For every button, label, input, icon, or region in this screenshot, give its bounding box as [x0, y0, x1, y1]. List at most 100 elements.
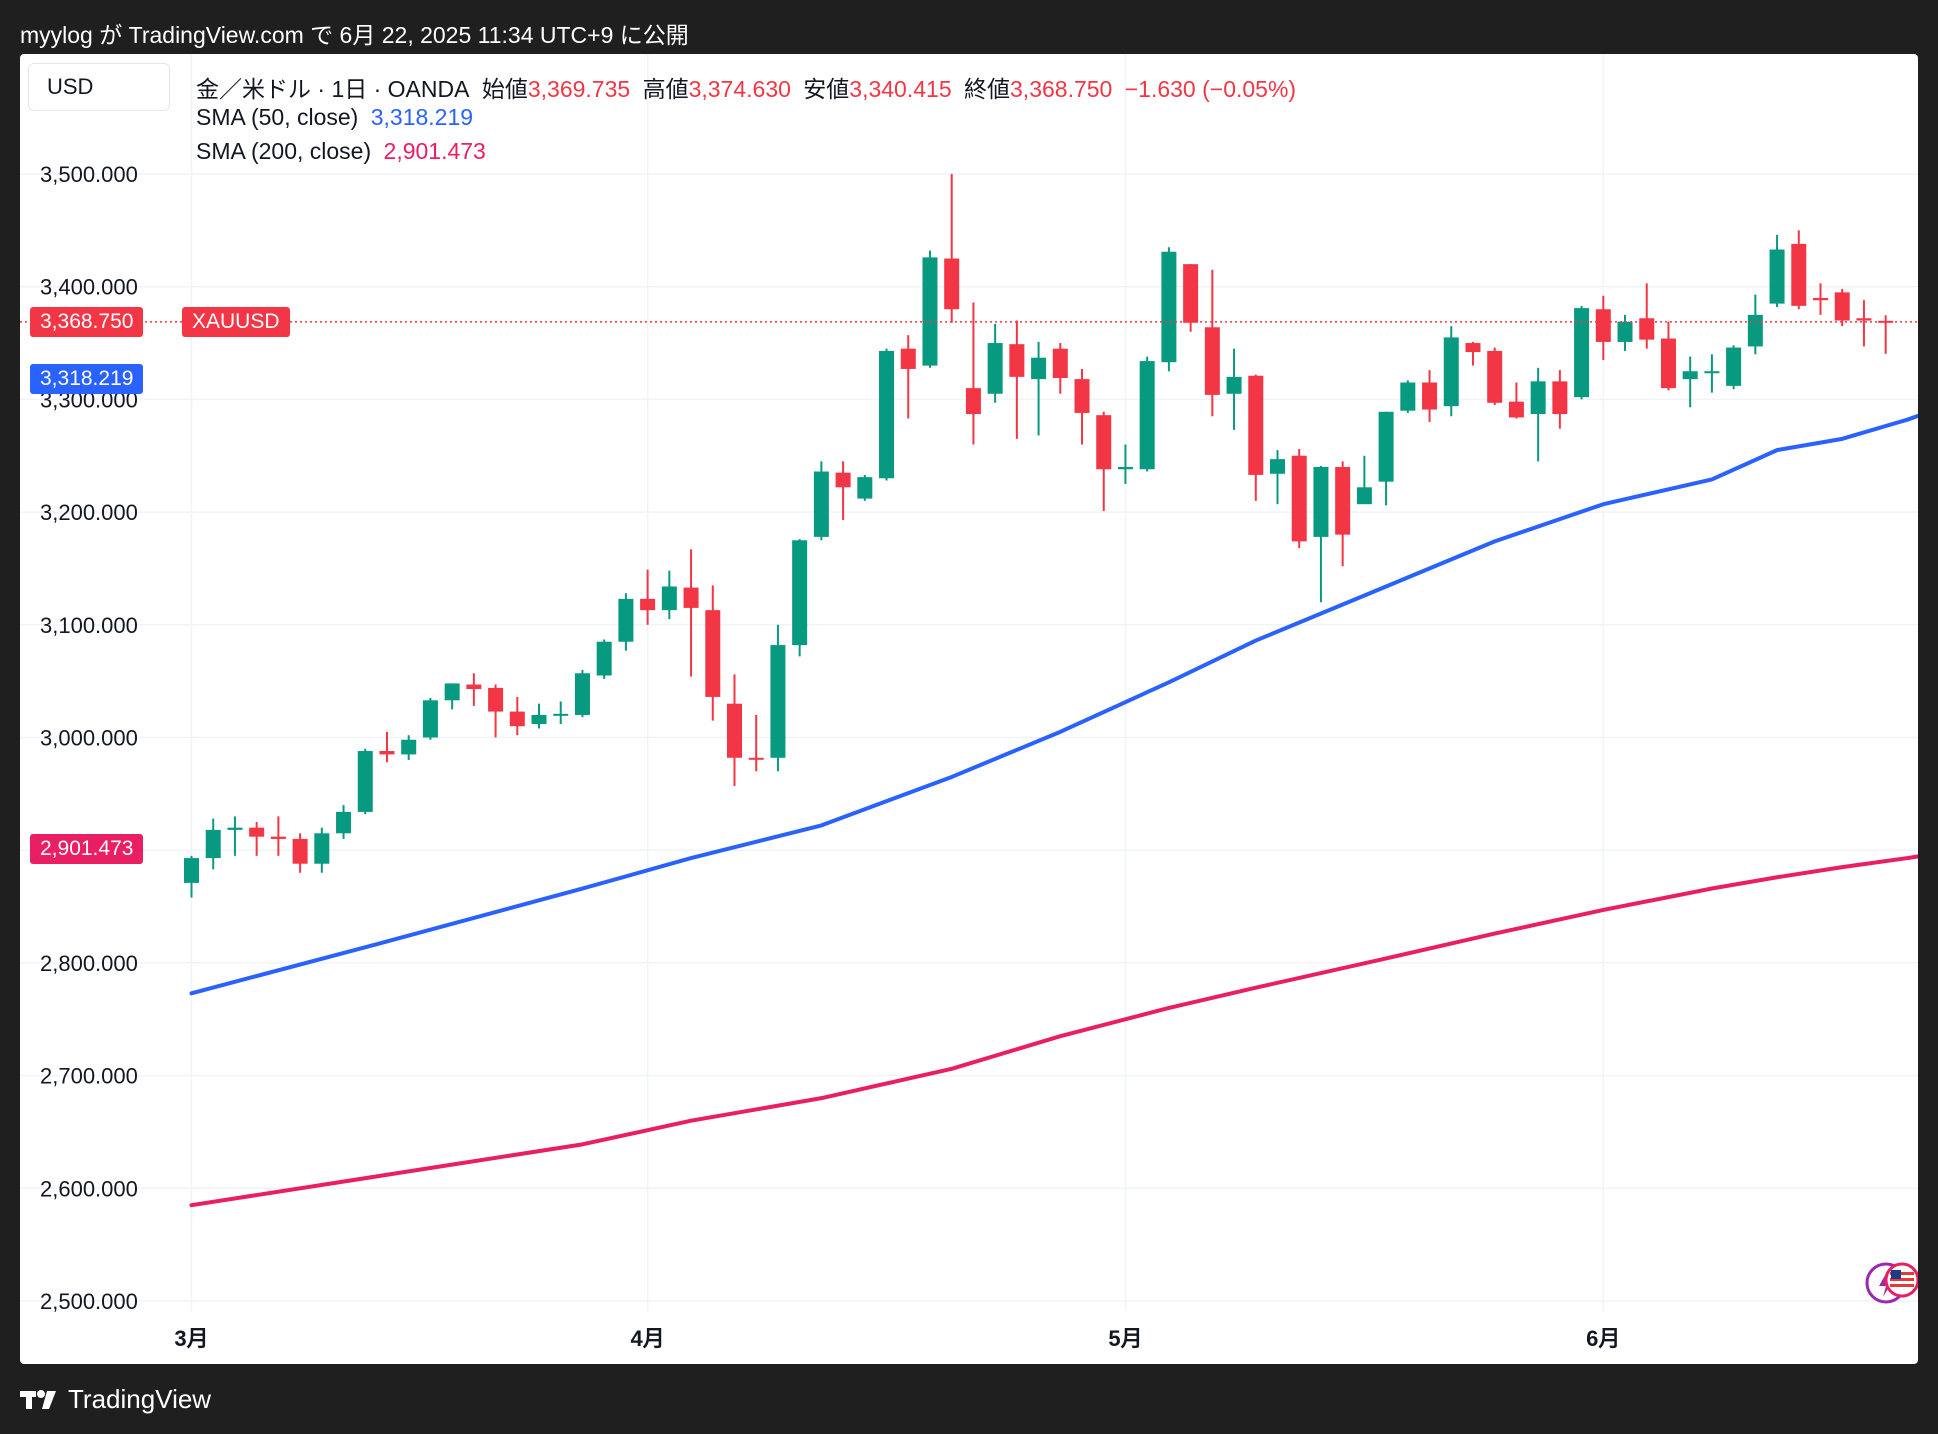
chart-frame[interactable]: 2,500.000 2,600.000 2,700.000 2,800.000 3,00…	[20, 54, 1918, 1364]
legend-sma200[interactable]: SMA (200, close) 2,901.473	[196, 138, 492, 165]
candle-body	[1096, 415, 1112, 470]
candle	[1378, 411, 1394, 506]
candle-body	[444, 683, 460, 701]
candle	[770, 624, 786, 772]
candle-body	[900, 348, 916, 369]
candle-body	[792, 540, 808, 646]
legend-ohlc: 金／米ドル · 1日 · OANDA 始値3,369.735 高値3,374.6…	[196, 70, 1302, 104]
candle	[292, 833, 308, 873]
candle	[835, 461, 851, 520]
candle	[596, 639, 612, 679]
x-tick-label: 5月	[1108, 1326, 1142, 1351]
candle-body	[683, 587, 699, 608]
candle	[1096, 411, 1112, 511]
candle	[249, 822, 265, 856]
candle	[618, 593, 634, 651]
close-value: 3,368.750	[1010, 76, 1113, 102]
candle-body	[1248, 375, 1264, 475]
candle	[205, 818, 221, 870]
close-label: 終値	[964, 76, 1011, 102]
candle-body	[987, 343, 1003, 394]
candle	[1183, 264, 1199, 332]
candle-body	[1508, 401, 1524, 418]
sma200-tag-value: 2,901.473	[40, 836, 134, 860]
candle-body	[1422, 382, 1438, 410]
candle	[1031, 341, 1047, 436]
brand-name: TradingView	[68, 1384, 212, 1414]
candle-body	[1747, 314, 1763, 347]
candle	[987, 323, 1003, 403]
high-label: 高値	[642, 76, 689, 102]
candle-body	[1856, 318, 1872, 321]
candle-body	[1356, 487, 1372, 505]
currency-selector[interactable]: USD	[28, 63, 170, 111]
sma200-line	[189, 854, 1918, 1208]
candle-body	[879, 350, 895, 479]
candle-body	[640, 598, 656, 611]
last-price-value: 3,368.750	[40, 309, 134, 333]
low-label: 安値	[803, 76, 850, 102]
candle	[1769, 234, 1785, 307]
candle	[466, 673, 482, 706]
candle-body	[1639, 318, 1655, 340]
candle-body	[1617, 321, 1633, 342]
candle-body	[1270, 459, 1285, 474]
x-tick-label: 4月	[630, 1326, 664, 1351]
candle	[336, 805, 352, 839]
symbol-tag: XAUUSD	[182, 306, 290, 337]
candle-body	[270, 836, 286, 839]
candle	[1204, 269, 1220, 417]
legend-sma50[interactable]: SMA (50, close) 3,318.219	[196, 104, 479, 131]
candle	[1335, 461, 1351, 567]
sma200-label: SMA (200, close)	[196, 138, 372, 164]
candle-body	[509, 711, 525, 727]
candle	[1704, 354, 1720, 393]
candle-body	[422, 700, 438, 738]
candle	[727, 674, 742, 786]
candle	[1009, 320, 1025, 439]
candle-body	[770, 645, 786, 758]
chart-canvas[interactable]: 2,500.000 2,600.000 2,700.000 2,800.000 3,00…	[20, 54, 1918, 1364]
candle	[444, 683, 460, 710]
candle	[1161, 247, 1177, 372]
candle-body	[705, 610, 721, 697]
candle-body	[618, 598, 634, 642]
candle	[401, 735, 417, 761]
y-tick-label: 3,100.000	[40, 613, 138, 638]
y-tick-label: 3,200.000	[40, 500, 138, 525]
x-tick-label: 3月	[174, 1326, 208, 1351]
candle-body	[1183, 264, 1199, 323]
candle-body	[661, 586, 677, 611]
candle	[1747, 294, 1763, 355]
candle-body	[1791, 243, 1807, 306]
tradingview-brand[interactable]: TradingView	[20, 1384, 211, 1415]
open-value: 3,369.735	[527, 76, 631, 102]
candle	[1139, 356, 1155, 472]
candle-body	[357, 751, 373, 812]
candle	[1878, 315, 1894, 354]
y-tick-label: 2,700.000	[40, 1064, 138, 1089]
candle-body	[1465, 343, 1481, 353]
symbol-description[interactable]: 金／米ドル · 1日 · OANDA	[196, 76, 470, 102]
candle	[1465, 341, 1481, 366]
candle	[1291, 448, 1307, 549]
candle	[1422, 370, 1438, 422]
candle-body	[922, 257, 938, 366]
candle-body	[944, 258, 960, 310]
candle	[1552, 370, 1568, 429]
sma200-price-tag: 2,901.473	[30, 833, 144, 864]
symbol-tag-label: XAUUSD	[192, 309, 280, 333]
candle	[965, 302, 981, 445]
sma50-tag-value: 3,318.219	[40, 366, 134, 390]
candle-body	[1074, 379, 1090, 413]
candle-body	[1009, 344, 1025, 377]
candle-body	[1834, 292, 1850, 321]
candle	[1313, 465, 1329, 603]
candle	[705, 585, 721, 721]
candle	[1248, 374, 1264, 501]
economic-events-icons[interactable]	[1864, 1260, 1918, 1306]
candle	[1508, 382, 1524, 419]
candle	[1574, 305, 1590, 400]
candle-body	[292, 838, 308, 864]
candle-body	[1443, 337, 1459, 407]
